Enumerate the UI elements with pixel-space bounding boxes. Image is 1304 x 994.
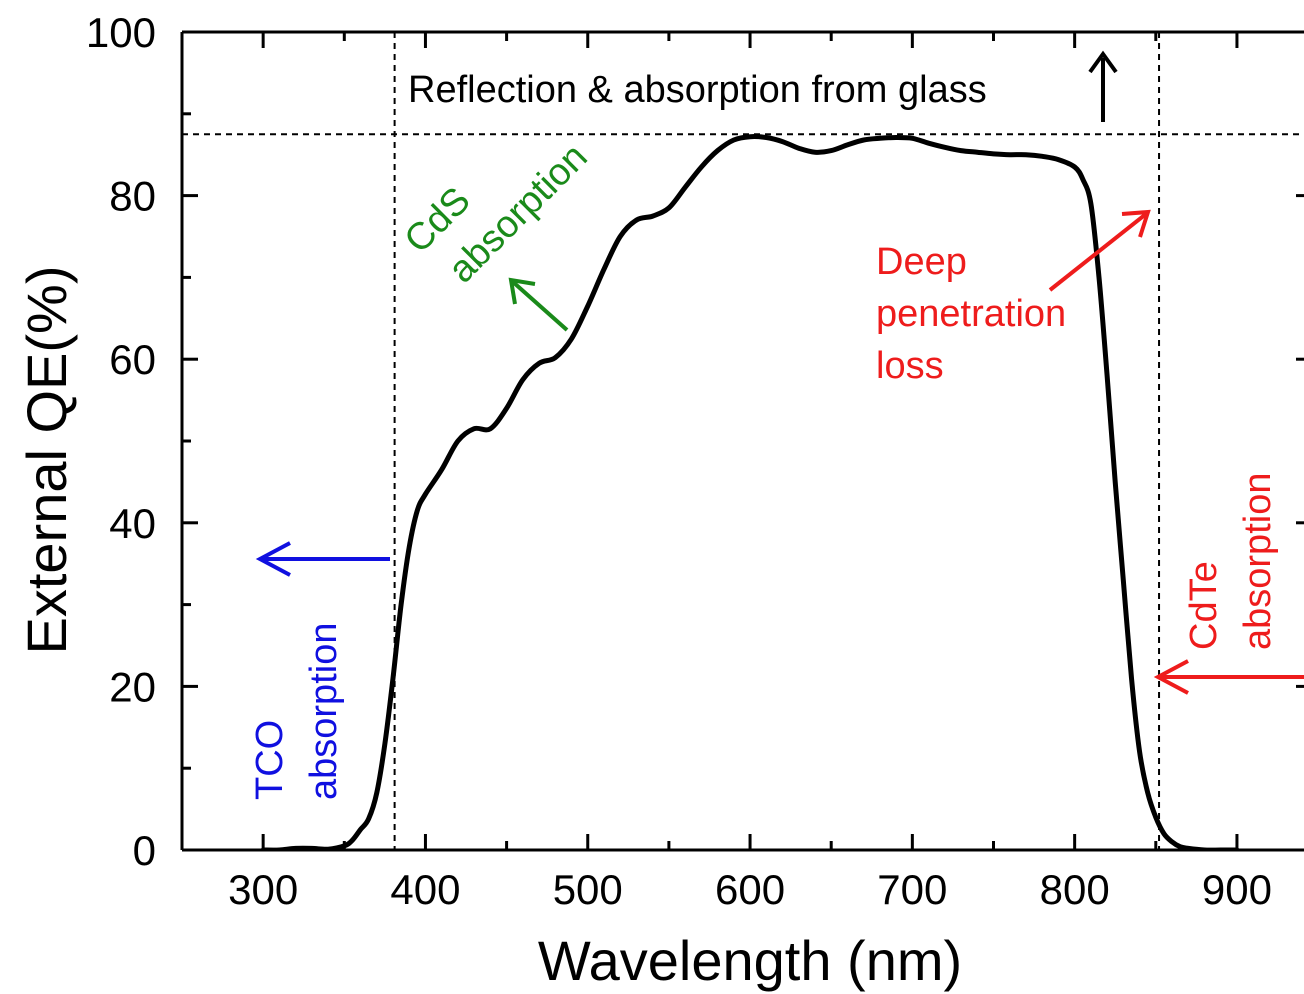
series-group <box>260 134 1240 850</box>
cds-arrow <box>508 277 569 332</box>
tco-label-line2: absorption <box>303 623 345 800</box>
x-tick-label: 400 <box>390 866 460 913</box>
x-tick-label: 900 <box>1202 866 1272 913</box>
y-axis-title: External QE(%) <box>15 266 78 655</box>
up-left-arrow-icon <box>508 277 536 305</box>
deep-label-line2: penetration <box>876 293 1066 335</box>
y-tick-label: 20 <box>109 663 156 710</box>
glass-label: Reflection & absorption from glass <box>408 69 987 111</box>
y-tick-label: 80 <box>109 173 156 220</box>
cdte-label-line1: CdTe <box>1183 561 1225 650</box>
annotation-cdte: CdTe absorption <box>1153 473 1304 695</box>
x-tick-label: 500 <box>553 866 623 913</box>
x-axis-title: Wavelength (nm) <box>538 929 962 992</box>
cds-arrow-shaft <box>511 280 569 332</box>
left-arrow-icon <box>255 541 291 577</box>
reference-lines <box>182 32 1304 850</box>
left-arrow-icon <box>1153 659 1189 695</box>
deep-label-line1: Deep <box>876 241 967 283</box>
annotation-deep-penetration: Deep penetration loss <box>876 209 1151 387</box>
cdte-label-line2: absorption <box>1237 473 1279 650</box>
x-tick-label: 600 <box>715 866 785 913</box>
deep-arrow-shaft <box>1048 212 1148 292</box>
y-tick-label: 40 <box>109 500 156 547</box>
annotation-glass: Reflection & absorption from glass <box>408 50 1118 122</box>
qe-series-line <box>260 134 1240 850</box>
deep-label-line3: loss <box>876 345 944 387</box>
up-arrow-icon <box>1088 50 1118 74</box>
tick-label-group: 300 400 500 600 700 800 900 0 20 40 60 80 100 <box>86 9 1272 913</box>
x-tick-label: 700 <box>877 866 947 913</box>
tco-label-line1: TCO <box>249 720 291 800</box>
y-tick-label: 60 <box>109 336 156 383</box>
up-right-arrow-icon <box>1121 209 1151 238</box>
y-tick-label: 100 <box>86 9 156 56</box>
annotation-tco: TCO absorption <box>249 541 390 800</box>
x-tick-label: 800 <box>1040 866 1110 913</box>
y-tick-label: 0 <box>133 827 156 874</box>
x-tick-label: 300 <box>228 866 298 913</box>
annotation-cds: CdS absorption <box>397 136 596 291</box>
